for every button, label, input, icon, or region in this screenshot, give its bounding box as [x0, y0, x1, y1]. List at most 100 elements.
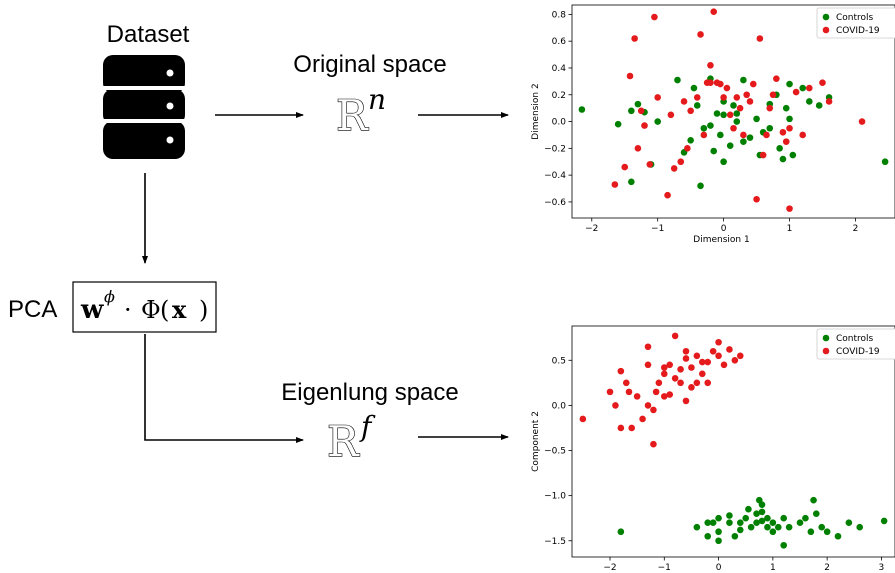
data-point-controls — [736, 519, 744, 527]
data-point-controls — [742, 514, 750, 522]
data-point-covid — [720, 94, 727, 101]
data-point-covid — [858, 118, 866, 125]
data-point-controls — [806, 98, 813, 105]
data-point-controls — [758, 517, 766, 525]
data-point-controls — [693, 523, 701, 531]
data-point-covid — [670, 165, 678, 172]
data-point-covid — [779, 128, 787, 136]
legend-marker — [822, 13, 830, 21]
data-point-covid — [733, 94, 741, 101]
data-point-covid — [715, 352, 722, 360]
x-tick-label: 2 — [853, 224, 859, 234]
data-point-controls — [782, 104, 790, 112]
data-point-covid — [707, 61, 714, 69]
data-point-covid — [621, 163, 629, 171]
data-point-covid — [660, 370, 668, 378]
data-point-controls — [709, 519, 717, 527]
data-point-covid — [652, 388, 660, 396]
svg-text:Φ: Φ — [141, 296, 161, 324]
data-points — [578, 8, 889, 212]
data-point-covid — [819, 79, 826, 86]
data-point-covid — [704, 379, 712, 387]
data-point-covid — [660, 393, 668, 400]
data-point-controls — [726, 512, 733, 519]
x-tick-label: −1 — [651, 224, 664, 234]
database-icon — [103, 55, 185, 159]
data-point-covid — [698, 358, 706, 366]
data-point-controls — [753, 519, 760, 527]
data-point-covid — [749, 80, 757, 88]
data-point-covid — [726, 111, 734, 119]
data-point-controls — [785, 523, 793, 531]
data-point-controls — [796, 519, 804, 527]
data-point-covid — [682, 397, 690, 405]
data-point-controls — [834, 532, 842, 540]
data-point-controls — [769, 519, 777, 527]
data-point-controls — [687, 137, 694, 144]
eigen-space-exponent: f — [359, 410, 376, 443]
y-tick-label: 0.5 — [552, 356, 566, 366]
data-point-covid — [792, 88, 800, 96]
legend-label: Controls — [836, 13, 874, 23]
data-point-covid — [637, 107, 645, 115]
data-point-controls — [733, 110, 741, 117]
data-point-covid — [717, 80, 724, 88]
svg-text:·: · — [124, 296, 132, 324]
data-point-covid — [666, 391, 674, 398]
data-point-covid — [650, 406, 657, 414]
data-point-controls — [786, 115, 793, 123]
data-point-covid — [617, 424, 625, 432]
data-point-covid — [704, 358, 712, 366]
y-tick-label: 0.8 — [552, 10, 567, 20]
data-point-covid — [806, 84, 813, 92]
svg-text:): ) — [199, 296, 208, 324]
legend: Controls COVID-19 — [816, 7, 895, 39]
data-point-controls — [713, 110, 721, 117]
data-point-covid — [736, 352, 744, 360]
data-point-controls — [693, 102, 701, 109]
data-point-covid — [622, 379, 630, 387]
data-point-controls — [780, 514, 788, 522]
data-point-covid — [756, 35, 764, 42]
data-point-covid — [773, 75, 780, 82]
data-point-controls — [745, 505, 752, 513]
data-point-controls — [715, 537, 722, 545]
data-point-covid — [769, 91, 777, 99]
data-point-covid — [631, 35, 638, 42]
legend-marker — [822, 334, 830, 342]
data-point-covid — [707, 79, 714, 86]
x-tick-label: 1 — [787, 224, 793, 234]
data-point-controls — [769, 528, 777, 536]
data-point-covid — [684, 145, 691, 152]
data-point-controls — [802, 514, 809, 522]
data-point-controls — [789, 151, 797, 159]
data-point-controls — [799, 84, 807, 92]
data-point-controls — [614, 120, 622, 128]
data-point-controls — [690, 84, 698, 92]
data-point-covid — [626, 72, 634, 80]
y-tick-label: 0.0 — [552, 118, 567, 128]
data-point-controls — [812, 510, 820, 517]
x-tick-label: 0 — [721, 224, 727, 234]
data-point-covid — [700, 131, 708, 139]
data-point-covid — [782, 138, 790, 145]
original-space-label: Original space — [293, 51, 446, 78]
x-tick-label: −2 — [603, 563, 616, 573]
svg-text:R: R — [327, 417, 360, 466]
data-point-controls — [733, 118, 741, 125]
data-point-controls — [726, 519, 733, 527]
y-tick-label: 0.0 — [552, 401, 567, 411]
dataset-label: Dataset — [107, 21, 190, 48]
pca-label: PCA — [8, 296, 57, 323]
data-point-controls — [810, 496, 817, 504]
data-point-covid — [664, 191, 671, 199]
data-point-covid — [698, 370, 706, 378]
data-point-controls — [628, 178, 635, 186]
data-point-covid — [693, 94, 701, 101]
data-point-controls — [707, 122, 714, 129]
data-point-covid — [671, 332, 679, 340]
y-tick-label: −0.2 — [544, 144, 566, 154]
data-point-covid — [688, 384, 695, 391]
